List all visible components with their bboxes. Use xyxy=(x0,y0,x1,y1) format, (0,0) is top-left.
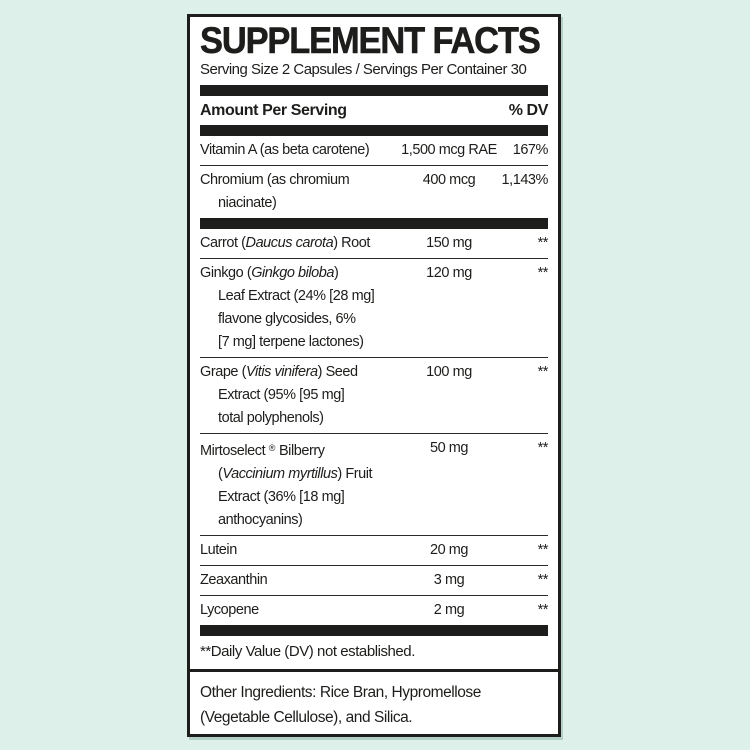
divider-bar-middle xyxy=(200,218,548,229)
dv-value: ** xyxy=(537,235,549,251)
fact-row: Lycopene 2 mg ** xyxy=(200,595,548,625)
amount-value: 1,500 mcg RAE xyxy=(401,142,497,158)
amount-value: 400 mcg xyxy=(422,172,476,188)
amount-per-serving-header: Amount Per Serving xyxy=(200,102,347,119)
daily-value-footnote: **Daily Value (DV) not established. xyxy=(200,643,415,660)
label-title: SUPPLEMENT FACTS xyxy=(200,20,541,61)
fact-row: Ginkgo (Ginkgo biloba) Leaf Extract (24%… xyxy=(200,258,548,357)
other-ingredients-text: Other Ingredients: Rice Bran, Hypromello… xyxy=(200,684,481,726)
dv-value: ** xyxy=(537,602,549,618)
dv-value: 1,143% xyxy=(501,172,549,188)
ingredient-name: Carrot (Daucus carota) Root xyxy=(200,235,370,251)
divider-bar-header xyxy=(200,125,548,136)
dv-value: ** xyxy=(537,572,549,588)
supplement-facts-panel: SUPPLEMENT FACTS Serving Size 2 Capsules… xyxy=(187,14,561,737)
column-header-row: Amount Per Serving % DV xyxy=(190,96,558,125)
amount-value: 100 mg xyxy=(426,364,472,380)
divider-bar-top xyxy=(200,85,548,96)
dv-value: ** xyxy=(537,265,549,281)
dv-value: 167% xyxy=(512,142,549,158)
amount-value: 50 mg xyxy=(429,440,469,456)
amount-value: 20 mg xyxy=(429,542,469,558)
ingredient-name: Ginkgo (Ginkgo biloba) Leaf Extract (24%… xyxy=(200,265,375,350)
ingredient-name: Mirtoselect ® Bilberry (Vaccinium myrtil… xyxy=(200,443,373,528)
botanical-rows-group: Carrot (Daucus carota) Root 150 mg ** Ginkg… xyxy=(190,229,558,625)
amount-value: 150 mg xyxy=(426,235,472,251)
amount-value: 3 mg xyxy=(433,572,465,588)
registered-trademark-symbol: ® xyxy=(268,443,276,453)
other-ingredients-section: Other Ingredients: Rice Bran, Hypromello… xyxy=(190,669,558,734)
dv-value: ** xyxy=(537,440,549,456)
fact-row: Mirtoselect ® Bilberry (Vaccinium myrtil… xyxy=(200,433,548,535)
dv-value: ** xyxy=(537,364,549,380)
ingredient-name: Chromium (as chromium niacinate) xyxy=(200,172,350,211)
percent-dv-header: % DV xyxy=(508,102,549,119)
amount-value: 120 mg xyxy=(426,265,472,281)
ingredient-name: Grape (Vitis vinifera) Seed Extract (95%… xyxy=(200,364,358,426)
amount-value: 2 mg xyxy=(433,602,465,618)
label-header: SUPPLEMENT FACTS Serving Size 2 Capsules… xyxy=(190,17,558,85)
fact-row: Lutein 20 mg ** xyxy=(200,535,548,565)
fact-row: Vitamin A (as beta carotene) 1,500 mcg RA… xyxy=(200,136,548,165)
divider-bar-bottom xyxy=(200,625,548,636)
fact-row: Zeaxanthin 3 mg ** xyxy=(200,565,548,595)
ingredient-name: Lycopene xyxy=(200,602,259,618)
ingredient-name: Lutein xyxy=(200,542,237,558)
fact-row: Chromium (as chromium niacinate) 400 mcg 1… xyxy=(200,165,548,218)
fact-row: Grape (Vitis vinifera) Seed Extract (95%… xyxy=(200,357,548,433)
ingredient-name: Zeaxanthin xyxy=(200,572,268,588)
dv-value: ** xyxy=(537,542,549,558)
nutrient-rows-group: Vitamin A (as beta carotene) 1,500 mcg RA… xyxy=(190,136,558,218)
ingredient-name: Vitamin A (as beta carotene) xyxy=(200,142,370,158)
fact-row: Carrot (Daucus carota) Root 150 mg ** xyxy=(200,229,548,258)
serving-info: Serving Size 2 Capsules / Servings Per C… xyxy=(200,61,527,78)
